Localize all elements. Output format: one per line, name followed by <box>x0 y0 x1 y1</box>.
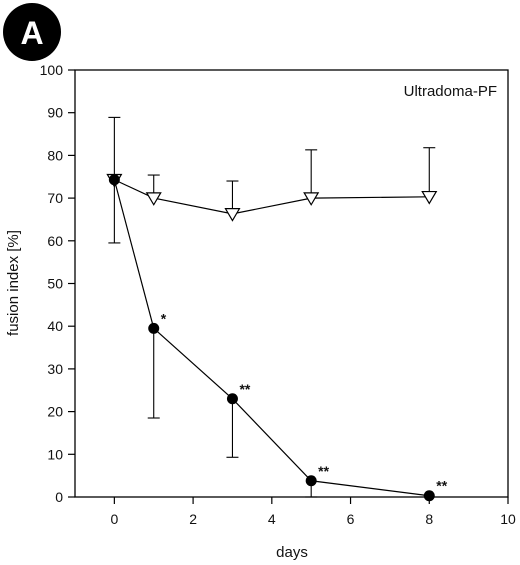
series-line <box>113 179 430 497</box>
y-tick-label: 90 <box>47 105 63 121</box>
y-axis-label: fusion index [%] <box>5 230 22 336</box>
plot-frame <box>74 69 509 498</box>
y-tick-label: 30 <box>47 361 63 377</box>
x-tick-label: 10 <box>500 511 516 527</box>
y-tick-label: 80 <box>47 147 63 163</box>
significance-label: * <box>161 310 167 326</box>
x-axis: 0 2 4 6 8 10 <box>110 497 516 527</box>
y-tick-label: 70 <box>47 190 63 206</box>
x-tick-label: 8 <box>425 511 433 527</box>
panel-letter: A <box>20 15 43 51</box>
y-tick-label: 100 <box>40 62 64 78</box>
legend-label: Ultradoma-PF <box>404 83 497 100</box>
data-point <box>305 475 317 487</box>
y-tick-label: 40 <box>47 318 63 334</box>
data-point <box>303 192 320 206</box>
data-point <box>108 174 120 186</box>
x-tick-label: 0 <box>110 511 118 527</box>
panel-badge-circle <box>3 3 61 61</box>
y-axis: 0 10 20 30 40 50 60 70 80 90 100 <box>40 62 75 505</box>
panel-badge: A <box>3 3 61 61</box>
series-layer: ******* <box>106 116 448 502</box>
series-1: ******* <box>108 174 448 502</box>
series-line <box>114 179 430 215</box>
significance-label: ** <box>318 463 329 479</box>
data-point <box>421 190 438 205</box>
x-tick-label: 4 <box>268 511 276 527</box>
significance-label: ** <box>239 381 250 397</box>
y-tick-label: 20 <box>47 404 63 420</box>
x-tick-label: 6 <box>347 511 355 527</box>
x-axis-label: days <box>276 544 308 561</box>
data-point <box>145 192 162 206</box>
data-point <box>423 490 435 502</box>
x-tick-label: 2 <box>189 511 197 527</box>
data-point <box>148 322 160 334</box>
data-point <box>226 393 238 405</box>
y-tick-label: 50 <box>47 276 63 292</box>
y-tick-label: 60 <box>47 233 63 249</box>
y-tick-label: 0 <box>55 489 63 505</box>
data-point <box>224 208 241 222</box>
series-0 <box>106 116 438 222</box>
significance-label: ** <box>436 478 447 494</box>
y-tick-label: 10 <box>47 446 63 462</box>
